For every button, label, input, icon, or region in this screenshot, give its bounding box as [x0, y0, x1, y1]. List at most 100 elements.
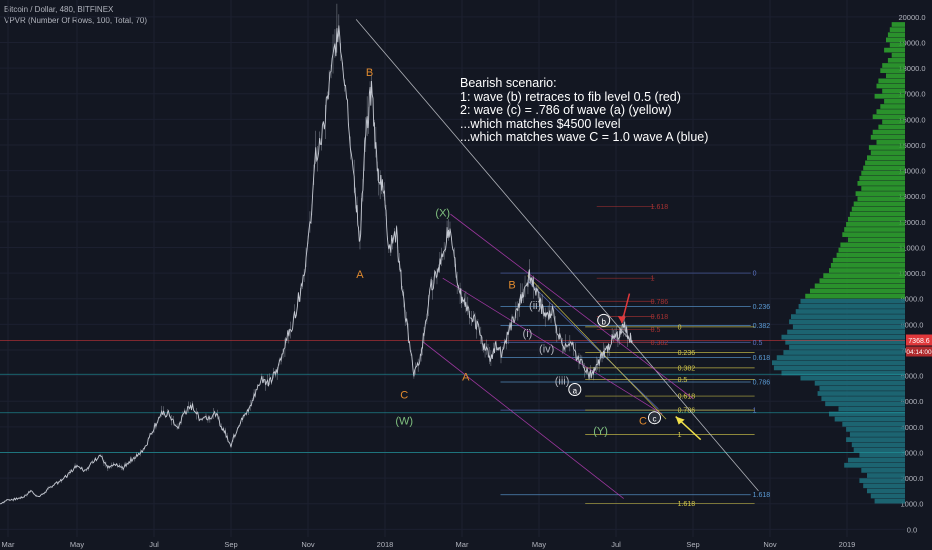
volume-bar — [880, 104, 905, 109]
wave-label: (X) — [435, 208, 450, 220]
fib-level-label: 0 — [678, 324, 682, 331]
volume-bar — [891, 22, 905, 27]
y-tick-label: 12000.0 — [898, 218, 925, 227]
volume-bar — [863, 165, 905, 171]
y-tick-label: 1000.0 — [901, 500, 924, 509]
trend-line — [527, 280, 659, 410]
y-tick-label: 15000.0 — [898, 141, 925, 150]
wave-label: A — [462, 372, 470, 384]
volume-bar — [844, 462, 905, 468]
wave-label: b — [601, 317, 606, 326]
volume-bar — [867, 488, 905, 494]
x-tick-label: Jul — [149, 540, 159, 549]
volume-bar — [853, 201, 905, 207]
volume-bar — [880, 68, 905, 73]
x-tick-label: Sep — [224, 540, 237, 549]
volume-bar — [886, 37, 905, 43]
volume-bar — [821, 396, 905, 401]
volume-bar — [814, 380, 905, 386]
x-tick-label: 2018 — [377, 540, 394, 549]
fib-level-label: 1.618 — [678, 501, 696, 508]
y-tick-label: 6000.0 — [901, 372, 924, 381]
volume-bar — [781, 334, 905, 340]
fib-level-label: 0.382 — [651, 340, 669, 347]
wave-label: (W) — [395, 415, 413, 427]
fib-level-label: 0 — [753, 271, 757, 278]
fib-level-label: 0.5 — [753, 340, 763, 347]
volume-bar — [834, 416, 905, 422]
wave-label: (iv) — [539, 344, 554, 356]
volume-bar — [805, 293, 905, 299]
x-tick-label: Jul — [611, 540, 621, 549]
volume-bar — [791, 314, 905, 319]
volume-bar — [855, 191, 905, 196]
trend-line — [355, 19, 759, 492]
trend-line — [442, 277, 663, 415]
fib-level-label: 0.5 — [651, 327, 661, 334]
volume-bar — [798, 304, 905, 309]
volume-bar — [787, 329, 905, 335]
trend-line — [450, 213, 694, 399]
red-arrowhead — [617, 316, 626, 324]
volume-bar — [857, 196, 905, 202]
x-tick-label: Sep — [686, 540, 699, 549]
volume-bar — [876, 83, 905, 89]
volume-bar — [872, 114, 905, 120]
volume-bar — [848, 216, 905, 222]
volume-bar — [800, 298, 905, 304]
wave-label: (Y) — [593, 426, 608, 438]
volume-bar — [830, 263, 905, 268]
volume-bar — [889, 27, 905, 32]
volume-bar — [819, 278, 905, 284]
fib-level-label: 0.618 — [651, 314, 669, 321]
volume-bar — [861, 186, 905, 191]
volume-bar — [863, 483, 905, 489]
volume-bar — [772, 360, 905, 366]
volume-bar — [849, 211, 905, 217]
x-tick-label: 2019 — [839, 540, 856, 549]
volume-bar — [810, 288, 905, 294]
wave-label: B — [508, 279, 515, 291]
trend-line — [423, 341, 624, 499]
volume-bar — [848, 237, 905, 243]
volume-bar — [891, 52, 905, 58]
volume-bar — [884, 47, 905, 53]
volume-bar — [887, 32, 905, 38]
wave-label: (iii) — [555, 376, 570, 388]
volume-bar — [878, 124, 905, 130]
fib-level-label: 1 — [651, 276, 655, 283]
volume-bar — [814, 283, 905, 289]
note-line: ...which matches wave C = 1.0 wave A (bl… — [460, 130, 709, 144]
wave-label: (ii) — [529, 300, 541, 312]
price-badge — [906, 334, 932, 346]
fib-level-label: 1 — [678, 432, 682, 439]
volume-bar — [872, 129, 905, 135]
volume-bar — [848, 457, 905, 463]
volume-bar — [867, 473, 905, 478]
volume-bar — [840, 242, 905, 248]
fib-level-label: 0.382 — [678, 365, 696, 372]
volume-bar — [842, 232, 905, 237]
volume-bar — [859, 175, 905, 181]
volume-bar — [878, 78, 905, 84]
y-tick-label: 11000.0 — [899, 243, 926, 252]
wave-label: a — [573, 387, 578, 396]
volume-bar — [838, 406, 905, 412]
wave-circle — [568, 383, 582, 396]
volume-bar — [781, 370, 905, 376]
y-tick-label: 8000.0 — [901, 320, 924, 329]
x-tick-label: May — [532, 540, 546, 549]
x-tick-label: Nov — [301, 540, 315, 549]
volume-bar — [832, 257, 905, 263]
note-line: ...which matches $4500 level — [460, 116, 621, 131]
volume-bar — [886, 73, 905, 79]
indicator-label[interactable]: VPVR (Number Of Rows, 100, Total, 70) — [4, 16, 148, 25]
wave-label: (i) — [523, 328, 533, 340]
volume-bar — [785, 339, 905, 345]
fib-level-label: 0.786 — [753, 379, 771, 386]
note-line: 1: wave (b) retraces to fib level 0.5 (r… — [460, 89, 681, 104]
fib-level-label: 0.618 — [753, 355, 771, 362]
y-tick-label: 2000.0 — [901, 474, 924, 483]
volume-bar — [819, 386, 905, 391]
